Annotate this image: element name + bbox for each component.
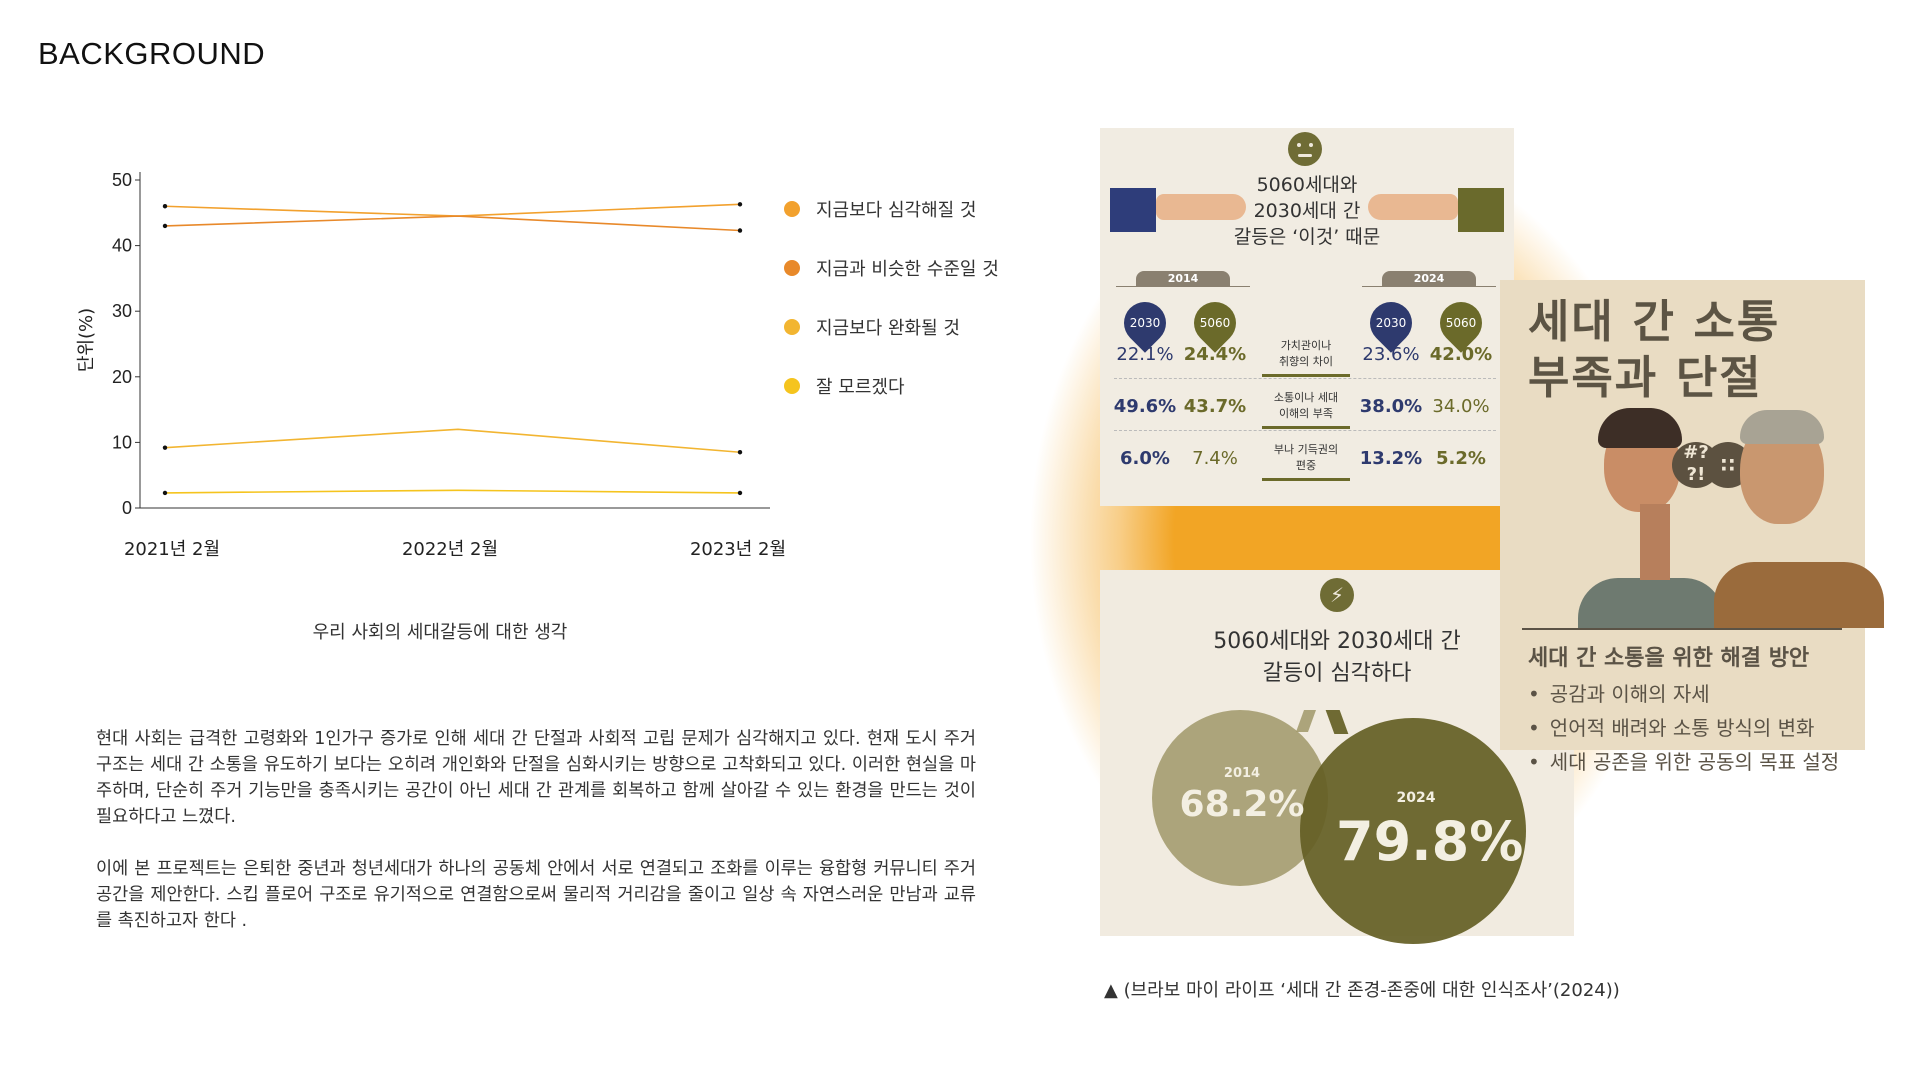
- series-line: [164, 215, 741, 232]
- chart-caption: 우리 사회의 세대갈등에 대한 생각: [312, 622, 568, 643]
- data-point: [162, 445, 168, 450]
- data-point: [162, 223, 168, 229]
- elder-person-illustration: [1714, 562, 1884, 628]
- pct-2024-2030: 13.2%: [1359, 448, 1423, 469]
- legend-label: 지금보다 심각해질 것: [816, 200, 977, 221]
- left-sleeve-icon: [1110, 188, 1156, 232]
- young-person-illustration: [1578, 578, 1724, 628]
- legend-label: 잘 모르겠다: [816, 377, 905, 398]
- legend-swatch: [784, 378, 800, 394]
- infographic-conflict-severity: ⚡ 5060세대와 2030세대 간 갈등이 심각하다 2014 68.2% 2…: [1100, 570, 1574, 944]
- series-line: [164, 203, 741, 217]
- data-point: [737, 490, 743, 496]
- pct-2024-5060: 42.0%: [1429, 344, 1493, 365]
- series-line: [164, 489, 741, 494]
- series-line: [164, 428, 741, 454]
- legend-label: 지금보다 완화될 것: [816, 318, 960, 339]
- solution-item-1: 공감과 이해의 자세: [1528, 678, 1710, 707]
- paragraph-1: 현대 사회는 급격한 고령화와 1인가구 증가로 인해 세대 간 단절과 사회적…: [96, 729, 976, 827]
- lightning-icon: ⚡: [1320, 578, 1354, 612]
- legend-item: 지금보다 심각해질 것: [784, 196, 976, 222]
- x-tick-label: 2022년 2월: [402, 539, 498, 560]
- y-axis-label: 단위(%): [76, 308, 97, 372]
- infographic-communication: 세대 간 소통 부족과 단절 #??! ∷ 세대 간 소통을 위한 해결 방안 …: [1500, 280, 1884, 774]
- right-headline: 세대 간 소통 부족과 단절: [1528, 295, 1781, 404]
- y-tick-label: 0: [122, 498, 132, 518]
- data-point: [162, 490, 168, 496]
- data-point: [737, 450, 743, 455]
- legend-swatch: [784, 319, 800, 335]
- pct-2014-5060: 24.4%: [1183, 344, 1247, 365]
- infographic-conflict-cause: 5060세대와 2030세대 간 갈등은 ‘이것’ 때문 2014 2024 2…: [1100, 128, 1514, 506]
- solution-item-3: 세대 공존을 위한 공동의 목표 설정: [1528, 746, 1839, 775]
- line-chart: 0 10 20 30 40 50 2021년 2월 2022년 2월 2023년 2월 단위(%): [76, 170, 786, 560]
- pointing-hand-left-icon: [1156, 194, 1246, 220]
- legend-item: 지금과 비슷한 수준일 것: [784, 255, 999, 281]
- data-point: [162, 204, 168, 209]
- solution-heading: 세대 간 소통을 위한 해결 방안: [1528, 646, 1810, 671]
- pct-2024-2030: 23.6%: [1362, 344, 1420, 365]
- source-note: ▲ (브라보 마이 라이프 ‘세대 간 존경-존중에 대한 인식조사’(2024…: [1104, 980, 1620, 1001]
- x-tick-label: 2023년 2월: [690, 539, 786, 560]
- legend-swatch: [784, 201, 800, 217]
- pct-2024-5060: 34.0%: [1432, 396, 1490, 417]
- pct-2014-5060: 43.7%: [1183, 396, 1247, 417]
- worried-face-icon: [1288, 132, 1322, 166]
- pct-2014-2030: 49.6%: [1113, 396, 1177, 417]
- pct-2024-5060: 5.2%: [1436, 448, 1486, 469]
- solution-item-2: 언어적 배려와 소통 방식의 변화: [1528, 712, 1815, 741]
- pointing-hand-right-icon: [1368, 194, 1458, 220]
- year-tab-left: 2014: [1136, 271, 1230, 287]
- pct-2014-5060: 7.4%: [1192, 448, 1238, 469]
- y-tick-label: 40: [112, 236, 132, 256]
- y-tick-label: 10: [112, 432, 132, 452]
- legend-item: 잘 모르겠다: [784, 373, 905, 399]
- legend-label: 지금과 비슷한 수준일 것: [816, 259, 999, 280]
- bottom-infographic-title: 5060세대와 2030세대 간 갈등이 심각하다: [1213, 629, 1461, 686]
- bubble-2024-value: 79.8%: [1336, 810, 1524, 873]
- x-tick-label: 2021년 2월: [124, 539, 220, 560]
- row-label: 가치관이나 취향의 차이: [1278, 339, 1334, 368]
- page-title: BACKGROUND: [38, 36, 266, 71]
- y-tick-label: 50: [112, 170, 132, 190]
- year-tab-right: 2024: [1382, 271, 1476, 287]
- pct-2014-2030: 6.0%: [1120, 448, 1170, 469]
- row-label: 소통이나 세대 이해의 부족: [1273, 391, 1339, 420]
- bubble-2014-year: 2014: [1223, 766, 1261, 781]
- right-sleeve-icon: [1458, 188, 1504, 232]
- legend-swatch: [784, 260, 800, 276]
- data-point: [737, 228, 743, 233]
- paragraph-2: 이에 본 프로젝트는 은퇴한 중년과 청년세대가 하나의 공동체 안에서 서로 …: [96, 859, 976, 931]
- bubble-2014-value: 68.2%: [1179, 784, 1305, 825]
- bubble-2024: [1300, 718, 1526, 944]
- y-tick-label: 20: [112, 367, 132, 387]
- row-label: 부나 기득권의 편중: [1273, 443, 1339, 472]
- bubble-2024-year: 2024: [1396, 790, 1436, 806]
- pct-2024-2030: 38.0%: [1359, 396, 1423, 417]
- legend-item: 지금보다 완화될 것: [784, 314, 960, 340]
- top-infographic-title: 5060세대와 2030세대 간 갈등은 ‘이것’ 때문: [1233, 174, 1381, 248]
- pct-2014-2030: 22.1%: [1116, 344, 1174, 365]
- y-tick-label: 30: [112, 301, 132, 321]
- bubble-2014: [1152, 710, 1328, 886]
- data-point: [737, 202, 743, 207]
